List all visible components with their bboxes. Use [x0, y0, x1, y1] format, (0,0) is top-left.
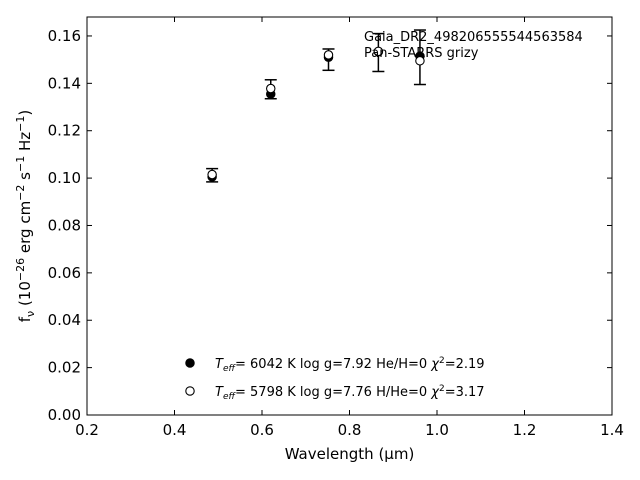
- y-label-part: f: [16, 316, 34, 322]
- x-tick-label: 1.0: [425, 421, 449, 439]
- y-tick-label: 0.02: [48, 359, 81, 377]
- y-label-part: −26: [14, 258, 27, 281]
- y-label-part: s: [16, 172, 34, 180]
- star-id-annotation: Gaia_DR2_498206555544563584: [364, 30, 583, 45]
- data-markers: [207, 46, 425, 182]
- y-label-part: cm: [16, 201, 34, 224]
- open-point: [265, 83, 276, 94]
- axis-ticks: [86, 17, 613, 416]
- x-tick-label: 0.2: [75, 421, 99, 439]
- x-tick-label: 1.4: [600, 421, 624, 439]
- y-label-part: (10: [16, 281, 34, 311]
- y-tick-label: 0.10: [48, 169, 81, 187]
- x-tick-label: 0.6: [250, 421, 274, 439]
- y-label-part: Hz: [16, 132, 34, 151]
- open-point: [207, 169, 217, 180]
- x-tick-label: 0.8: [338, 421, 362, 439]
- y-label-part: ν: [24, 311, 37, 317]
- y-label-part: erg: [16, 224, 34, 258]
- legend-text-part: χ: [430, 357, 440, 372]
- legend-text-part: T: [215, 357, 224, 372]
- legend-text-part: =3.17: [445, 385, 485, 400]
- y-tick-label: 0.16: [48, 27, 81, 45]
- legend-text-part: = 6042 K log g=7.92 He/H=0: [235, 357, 431, 372]
- plot-frame: [86, 16, 613, 416]
- open-point: [323, 50, 334, 60]
- y-tick-label: 0.04: [48, 311, 81, 329]
- legend-text-part: 2: [439, 384, 445, 394]
- legend: Teff= 6042 K log g=7.92 He/H=0 χ2=2.19Te…: [185, 356, 485, 402]
- x-axis-label: Wavelength (μm): [285, 445, 415, 463]
- legend-marker: [185, 386, 195, 396]
- survey-annotation: Pan-STARRS grizy: [364, 46, 479, 61]
- x-tick-label: 0.4: [163, 421, 187, 439]
- y-label-part: −1: [14, 116, 27, 132]
- legend-text-part: eff: [223, 364, 237, 374]
- y-axis-label: fν​ (10−26​ erg cm−2​ s−1​ Hz−1​): [14, 110, 37, 323]
- legend-entry: Teff= 5798 K log g=7.76 H/He=0 χ2=3.17: [215, 384, 485, 402]
- legend-text-part: T: [215, 385, 224, 400]
- y-label-part: −2: [14, 185, 27, 201]
- legend-text-part: eff: [223, 392, 237, 402]
- legend-marker: [185, 358, 195, 368]
- y-label-part: ): [16, 110, 34, 116]
- y-tick-label: 0.00: [48, 406, 81, 424]
- legend-text-part: χ: [430, 385, 440, 400]
- y-tick-label: 0.12: [48, 122, 81, 140]
- x-tick-label: 1.2: [513, 421, 537, 439]
- legend-text-part: 2: [439, 356, 445, 366]
- y-tick-label: 0.06: [48, 264, 81, 282]
- legend-text-part: = 5798 K log g=7.76 H/He=0: [235, 385, 431, 400]
- y-tick-label: 0.14: [48, 74, 81, 92]
- legend-text-part: =2.19: [445, 357, 485, 372]
- open-point: [373, 46, 384, 57]
- legend-entry: Teff= 6042 K log g=7.92 He/H=0 χ2=2.19: [215, 356, 485, 374]
- tick-labels: 0.2 0.4 0.6 0.8 1.0 1.2 1.4 0.00 0.02 0.04 0.06 0.0…: [48, 27, 624, 439]
- y-tick-label: 0.08: [48, 216, 81, 234]
- open-point: [415, 56, 425, 66]
- y-label-part: −1: [14, 156, 27, 172]
